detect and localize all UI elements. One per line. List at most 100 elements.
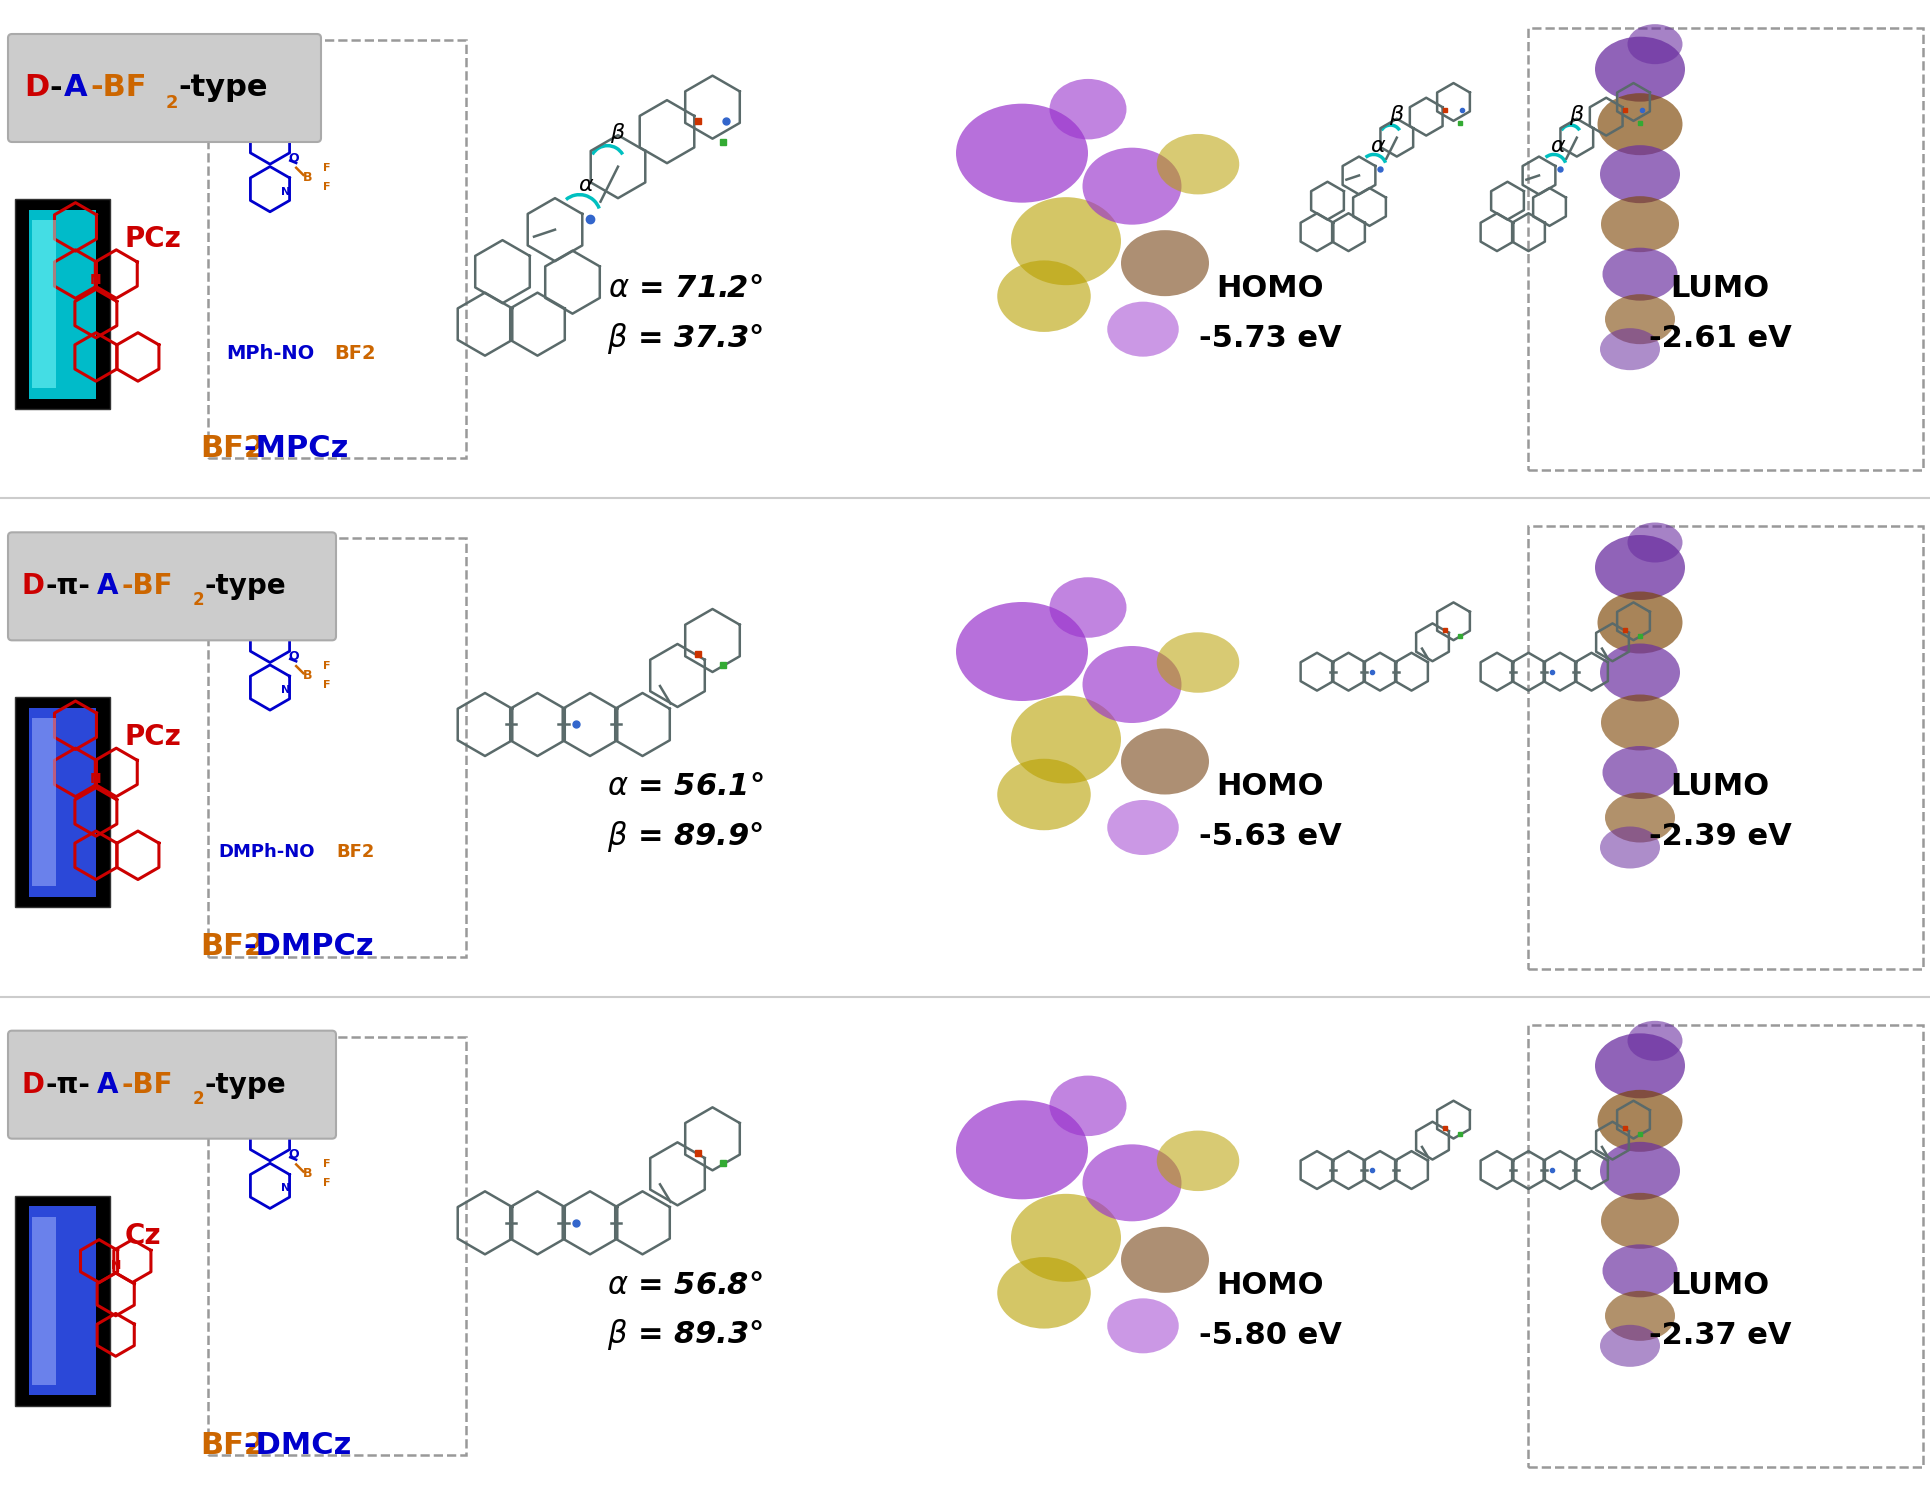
Bar (33, 1217, 56, 1384)
Ellipse shape (1156, 135, 1239, 194)
Ellipse shape (1106, 800, 1177, 855)
Text: N: N (280, 685, 290, 695)
Text: -type: -type (205, 573, 286, 601)
Text: -5.73 eV: -5.73 eV (1199, 324, 1341, 353)
Text: -DMCz: -DMCz (243, 1431, 351, 1459)
Text: Cz: Cz (125, 1221, 162, 1250)
Text: N: N (91, 274, 102, 287)
Ellipse shape (1600, 1325, 1660, 1366)
Text: $\alpha$: $\alpha$ (1368, 136, 1386, 157)
Ellipse shape (996, 260, 1090, 332)
Text: $\mathit{\beta}$ = 89.3°: $\mathit{\beta}$ = 89.3° (606, 1317, 762, 1353)
Text: LUMO: LUMO (1669, 1271, 1768, 1299)
Ellipse shape (1156, 1130, 1239, 1192)
Text: 2: 2 (193, 592, 205, 610)
Text: O: O (288, 650, 299, 664)
Text: $\beta$: $\beta$ (1388, 103, 1403, 127)
Ellipse shape (1600, 196, 1677, 253)
Text: -type: -type (178, 73, 268, 103)
Ellipse shape (1083, 1144, 1181, 1221)
Ellipse shape (1602, 1244, 1677, 1298)
Ellipse shape (1596, 1090, 1681, 1151)
Text: D: D (21, 573, 44, 601)
Text: F: F (322, 1160, 330, 1169)
Ellipse shape (1011, 197, 1121, 286)
Ellipse shape (1600, 1142, 1679, 1200)
Ellipse shape (955, 602, 1087, 701)
Ellipse shape (1121, 230, 1208, 296)
Text: $\alpha$: $\alpha$ (577, 175, 594, 196)
Text: F: F (322, 661, 330, 671)
Ellipse shape (1600, 827, 1660, 869)
Text: -BF: -BF (122, 573, 174, 601)
Bar (29, 709, 97, 897)
Ellipse shape (955, 103, 1087, 203)
Text: -BF: -BF (91, 73, 147, 103)
Text: LUMO: LUMO (1669, 771, 1768, 801)
Text: BF2: BF2 (201, 933, 264, 961)
Bar (33, 719, 56, 887)
Text: D: D (23, 73, 50, 103)
Text: O: O (288, 1148, 299, 1162)
Text: -DMPCz: -DMPCz (243, 933, 374, 961)
Text: -5.80 eV: -5.80 eV (1199, 1320, 1341, 1350)
Text: F: F (322, 182, 330, 191)
Ellipse shape (1600, 145, 1679, 203)
Text: HOMO: HOMO (1216, 274, 1324, 303)
Ellipse shape (1596, 592, 1681, 653)
Ellipse shape (996, 1257, 1090, 1329)
Ellipse shape (1602, 746, 1677, 798)
Ellipse shape (1594, 1033, 1685, 1099)
Bar (1527, 1024, 1922, 1467)
Ellipse shape (1594, 37, 1685, 102)
Ellipse shape (1050, 79, 1125, 139)
Ellipse shape (1050, 1075, 1125, 1136)
Text: A: A (96, 1070, 118, 1099)
Text: B: B (303, 1168, 313, 1181)
Bar (208, 538, 465, 957)
Bar (1527, 28, 1922, 471)
Ellipse shape (1050, 577, 1125, 638)
Text: $\alpha$: $\alpha$ (1550, 136, 1565, 157)
Ellipse shape (1600, 329, 1660, 371)
Ellipse shape (1600, 1193, 1677, 1248)
Text: BF2: BF2 (201, 434, 264, 463)
Text: -π-: -π- (46, 1070, 91, 1099)
Text: A: A (96, 573, 118, 601)
Text: -2.39 eV: -2.39 eV (1648, 822, 1791, 851)
Bar (33, 220, 56, 389)
Text: BF2: BF2 (334, 344, 376, 363)
Text: HOMO: HOMO (1216, 1271, 1324, 1299)
Text: -2.37 eV: -2.37 eV (1648, 1320, 1791, 1350)
Ellipse shape (1594, 535, 1685, 599)
Ellipse shape (1600, 695, 1677, 750)
Ellipse shape (1604, 792, 1673, 843)
Ellipse shape (996, 759, 1090, 830)
Text: $\beta$: $\beta$ (1569, 103, 1585, 127)
Text: $\mathit{\alpha}$ = 56.1°: $\mathit{\alpha}$ = 56.1° (606, 771, 762, 801)
Ellipse shape (1106, 302, 1177, 357)
Text: -type: -type (205, 1070, 286, 1099)
Text: -BF: -BF (122, 1070, 174, 1099)
Ellipse shape (1602, 248, 1677, 300)
Text: N: N (280, 187, 290, 196)
Ellipse shape (1627, 1021, 1681, 1061)
Text: PCz: PCz (125, 226, 181, 253)
Ellipse shape (1600, 643, 1679, 701)
Text: F: F (322, 163, 330, 173)
Text: -: - (48, 73, 62, 103)
Text: BF2: BF2 (336, 843, 374, 861)
FancyBboxPatch shape (8, 34, 320, 142)
Ellipse shape (1011, 695, 1121, 783)
Text: $\mathit{\beta}$ = 37.3°: $\mathit{\beta}$ = 37.3° (606, 321, 762, 356)
Text: 2: 2 (166, 94, 178, 112)
Text: PCz: PCz (125, 724, 181, 752)
Ellipse shape (1627, 522, 1681, 562)
Text: N: N (280, 1183, 290, 1193)
Text: HOMO: HOMO (1216, 771, 1324, 801)
Ellipse shape (1604, 295, 1673, 344)
Text: N: N (110, 1259, 122, 1272)
Bar (208, 40, 465, 459)
Text: F: F (322, 1178, 330, 1189)
Text: DMPh-NO: DMPh-NO (218, 843, 315, 861)
